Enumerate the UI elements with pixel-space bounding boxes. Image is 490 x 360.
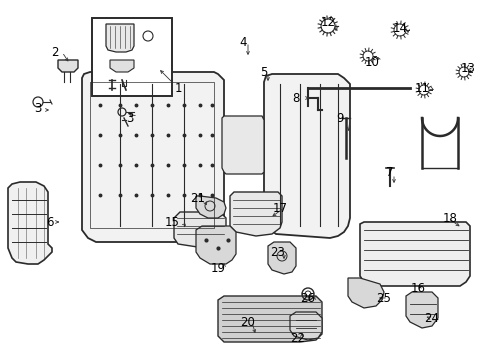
Text: 25: 25 <box>376 292 392 305</box>
Text: 24: 24 <box>424 311 440 324</box>
Text: 10: 10 <box>365 55 379 68</box>
Text: 13: 13 <box>461 62 475 75</box>
Text: 4: 4 <box>239 36 247 49</box>
Polygon shape <box>8 182 52 264</box>
Text: 3: 3 <box>126 112 134 125</box>
Polygon shape <box>82 72 224 242</box>
Text: 14: 14 <box>392 22 408 35</box>
Text: 17: 17 <box>272 202 288 215</box>
Text: 23: 23 <box>270 246 286 258</box>
Text: 2: 2 <box>51 45 59 58</box>
Polygon shape <box>196 226 236 264</box>
Text: 8: 8 <box>293 91 300 104</box>
Text: 21: 21 <box>191 192 205 204</box>
Polygon shape <box>230 192 282 236</box>
Polygon shape <box>290 312 322 340</box>
Text: 9: 9 <box>336 112 344 125</box>
Text: 6: 6 <box>46 216 54 229</box>
Text: 11: 11 <box>415 81 430 94</box>
Text: 15: 15 <box>165 216 179 229</box>
Polygon shape <box>222 116 264 174</box>
Polygon shape <box>268 242 296 274</box>
Polygon shape <box>196 196 226 218</box>
Polygon shape <box>110 60 134 72</box>
Polygon shape <box>348 278 384 308</box>
Polygon shape <box>58 60 78 72</box>
Polygon shape <box>174 212 226 248</box>
Text: 16: 16 <box>411 282 425 294</box>
Text: 18: 18 <box>442 211 458 225</box>
Polygon shape <box>406 292 438 328</box>
Polygon shape <box>264 74 350 238</box>
Text: 19: 19 <box>211 261 225 274</box>
Text: 3: 3 <box>34 102 42 114</box>
Text: 7: 7 <box>386 166 394 179</box>
Polygon shape <box>218 296 322 342</box>
Text: 1: 1 <box>174 81 182 94</box>
Text: 20: 20 <box>241 315 255 328</box>
Text: 12: 12 <box>320 15 336 28</box>
Text: 26: 26 <box>300 292 316 305</box>
Text: 5: 5 <box>260 66 268 78</box>
Polygon shape <box>360 222 470 286</box>
Text: 22: 22 <box>291 332 305 345</box>
Bar <box>92 18 172 96</box>
Polygon shape <box>106 24 134 52</box>
